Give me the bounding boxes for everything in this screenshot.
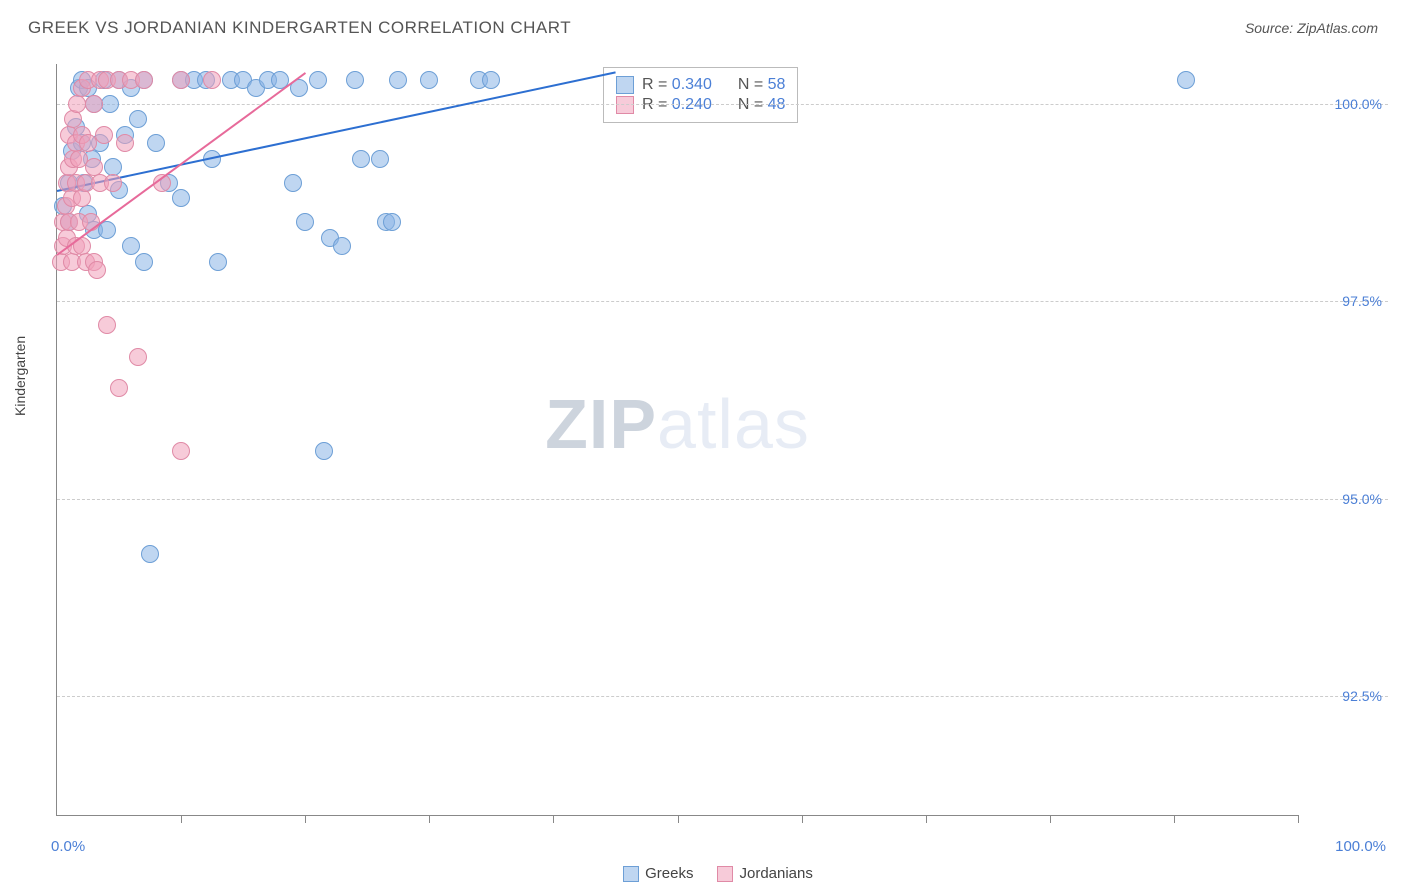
data-point <box>95 126 113 144</box>
legend-item: Greeks <box>623 865 693 882</box>
data-point <box>135 71 153 89</box>
x-min-label: 0.0% <box>51 838 85 855</box>
data-point <box>73 189 91 207</box>
y-tick-label: 100.0% <box>1335 96 1382 112</box>
legend-swatch <box>717 866 733 882</box>
source-label: Source: ZipAtlas.com <box>1245 20 1378 36</box>
data-point <box>383 213 401 231</box>
n-label: N = 58 <box>738 76 786 94</box>
data-point <box>116 134 134 152</box>
chart-container: Kindergarten ZIPatlas R = 0.340N = 58R =… <box>48 56 1388 836</box>
x-tick <box>1298 815 1299 823</box>
data-point <box>420 71 438 89</box>
r-label: R = 0.240 <box>642 96 712 114</box>
data-point <box>98 316 116 334</box>
watermark: ZIPatlas <box>545 384 810 464</box>
y-axis-label: Kindergarten <box>12 336 28 416</box>
x-tick <box>802 815 803 823</box>
y-tick-label: 97.5% <box>1342 293 1382 309</box>
x-tick <box>553 815 554 823</box>
series-legend: Greeks Jordanians <box>48 865 1388 882</box>
legend-swatch <box>616 76 634 94</box>
legend-swatch <box>623 866 639 882</box>
x-max-label: 100.0% <box>1335 838 1386 855</box>
data-point <box>172 71 190 89</box>
data-point <box>296 213 314 231</box>
data-point <box>68 95 86 113</box>
data-point <box>172 189 190 207</box>
x-tick <box>1174 815 1175 823</box>
data-point <box>88 261 106 279</box>
x-tick <box>926 815 927 823</box>
data-point <box>129 348 147 366</box>
stats-legend: R = 0.340 N = 58 R = 0.240 N = 48 <box>603 67 798 123</box>
data-point <box>352 150 370 168</box>
data-point <box>333 237 351 255</box>
plot-area: ZIPatlas R = 0.340N = 58R = 0.240N = 48 … <box>56 64 1298 816</box>
n-label: N = 48 <box>738 96 786 114</box>
x-tick <box>678 815 679 823</box>
x-tick <box>429 815 430 823</box>
data-point <box>1177 71 1195 89</box>
stats-legend-row: R = 0.340 N = 58 <box>616 76 785 94</box>
y-tick-label: 95.0% <box>1342 491 1382 507</box>
y-gridline <box>57 499 1388 500</box>
x-tick <box>181 815 182 823</box>
chart-title: GREEK VS JORDANIAN KINDERGARTEN CORRELAT… <box>28 18 571 38</box>
data-point <box>371 150 389 168</box>
stats-legend-row: R = 0.240 N = 48 <box>616 96 785 114</box>
data-point <box>85 95 103 113</box>
data-point <box>122 237 140 255</box>
data-point <box>315 442 333 460</box>
data-point <box>209 253 227 271</box>
data-point <box>482 71 500 89</box>
y-gridline <box>57 104 1388 105</box>
x-tick <box>1050 815 1051 823</box>
legend-item: Jordanians <box>717 865 812 882</box>
x-tick <box>305 815 306 823</box>
data-point <box>147 134 165 152</box>
y-gridline <box>57 301 1388 302</box>
trend-line <box>57 72 616 193</box>
data-point <box>203 71 221 89</box>
data-point <box>129 110 147 128</box>
data-point <box>104 174 122 192</box>
data-point <box>135 253 153 271</box>
r-label: R = 0.340 <box>642 76 712 94</box>
data-point <box>101 95 119 113</box>
legend-swatch <box>616 96 634 114</box>
data-point <box>141 545 159 563</box>
data-point <box>172 442 190 460</box>
data-point <box>110 379 128 397</box>
data-point <box>284 174 302 192</box>
y-tick-label: 92.5% <box>1342 688 1382 704</box>
data-point <box>309 71 327 89</box>
y-gridline <box>57 696 1388 697</box>
data-point <box>389 71 407 89</box>
data-point <box>346 71 364 89</box>
